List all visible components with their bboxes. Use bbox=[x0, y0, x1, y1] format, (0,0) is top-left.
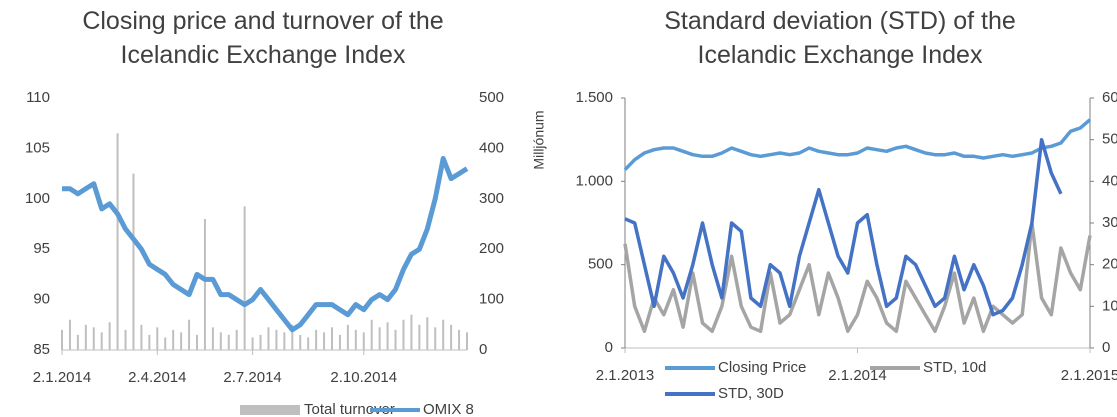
line bbox=[624, 137, 1063, 317]
legend-label: STD, 30D bbox=[718, 385, 784, 402]
bar bbox=[132, 173, 135, 350]
y-tick-label: 95 bbox=[33, 240, 50, 257]
bar bbox=[235, 329, 238, 350]
x-tick-label: 2.1.2013 bbox=[596, 367, 654, 384]
bar bbox=[378, 327, 381, 350]
y2-tick-label: 200 bbox=[479, 240, 504, 257]
y2-tick-label: 50 bbox=[1102, 131, 1117, 148]
line bbox=[623, 221, 1092, 334]
bar bbox=[291, 324, 294, 350]
x-tick-label: 2.1.2014 bbox=[33, 369, 91, 386]
bar bbox=[338, 334, 341, 350]
bar bbox=[124, 329, 127, 350]
bar bbox=[116, 133, 119, 350]
bar bbox=[259, 334, 262, 350]
bar bbox=[394, 329, 397, 350]
bar bbox=[227, 334, 230, 350]
bar bbox=[188, 319, 191, 350]
y2-tick-label: 0 bbox=[479, 341, 487, 358]
bar bbox=[196, 334, 198, 350]
y-tick-label: 100 bbox=[25, 190, 50, 207]
bar bbox=[307, 337, 310, 350]
x-tick-label: 2.7.2014 bbox=[223, 369, 281, 386]
y-tick-label: 0 bbox=[605, 339, 613, 356]
bar bbox=[466, 332, 468, 350]
bar bbox=[140, 324, 143, 350]
bar bbox=[267, 327, 270, 350]
bar bbox=[315, 329, 318, 350]
bar bbox=[331, 327, 333, 350]
y2-tick-label: 30 bbox=[1102, 214, 1117, 231]
bar bbox=[402, 319, 405, 350]
y-tick-label: 85 bbox=[33, 341, 50, 358]
legend-label: OMIX 8 bbox=[423, 401, 474, 417]
y2-tick-label: 400 bbox=[479, 139, 504, 156]
bar bbox=[323, 332, 326, 350]
bar bbox=[84, 324, 87, 350]
y2-axis-label: Milljónum bbox=[531, 110, 547, 169]
bar bbox=[362, 332, 365, 350]
legend-label: STD, 10d bbox=[923, 359, 986, 376]
y2-tick-label: 10 bbox=[1102, 297, 1117, 314]
chart-title: Standard deviation (STD) of the Icelandi… bbox=[664, 7, 1016, 69]
x-tick-label: 2.1.2014 bbox=[828, 367, 886, 384]
y-tick-label: 1.000 bbox=[575, 172, 613, 189]
y-tick-label: 500 bbox=[588, 256, 613, 273]
bar bbox=[92, 327, 95, 350]
bar bbox=[442, 319, 445, 350]
bar bbox=[203, 218, 206, 350]
bar bbox=[275, 329, 278, 350]
bar bbox=[354, 329, 357, 350]
bar bbox=[251, 337, 254, 350]
bar bbox=[458, 329, 461, 350]
bar bbox=[426, 317, 429, 350]
bar bbox=[100, 332, 103, 350]
bar bbox=[156, 327, 159, 350]
bar bbox=[410, 314, 413, 350]
y-tick-label: 90 bbox=[33, 291, 50, 308]
bar bbox=[450, 324, 453, 350]
y-tick-label: 105 bbox=[25, 139, 50, 156]
x-tick-label: 2.1.2015 bbox=[1061, 367, 1117, 384]
y2-tick-label: 500 bbox=[479, 89, 504, 106]
line bbox=[62, 156, 469, 333]
y-tick-label: 110 bbox=[26, 89, 50, 106]
line bbox=[623, 118, 1092, 171]
y2-tick-label: 60 bbox=[1102, 89, 1117, 106]
bar bbox=[346, 324, 349, 350]
y2-tick-label: 0 bbox=[1102, 339, 1110, 356]
x-tick-label: 2.4.2014 bbox=[128, 369, 186, 386]
bar bbox=[68, 319, 71, 350]
bar bbox=[418, 324, 421, 350]
bar bbox=[180, 332, 183, 350]
bar bbox=[299, 334, 302, 350]
bar bbox=[211, 327, 214, 350]
y-tick-label: 1.500 bbox=[575, 89, 613, 106]
bar bbox=[61, 329, 63, 350]
bar bbox=[243, 206, 246, 350]
bar bbox=[386, 322, 389, 350]
bar bbox=[370, 319, 373, 350]
bar bbox=[283, 332, 286, 350]
legend-label: Closing Price bbox=[718, 359, 806, 376]
bar bbox=[219, 332, 222, 350]
legend-label: Total turnover bbox=[304, 401, 395, 417]
bar bbox=[148, 334, 151, 350]
y2-tick-label: 100 bbox=[479, 291, 504, 308]
chart-title: Closing price and turnover of the Icelan… bbox=[82, 7, 444, 69]
bar bbox=[172, 329, 175, 350]
legend-swatch bbox=[240, 405, 300, 415]
bar bbox=[434, 327, 437, 350]
bar bbox=[76, 334, 79, 350]
y2-tick-label: 20 bbox=[1102, 256, 1117, 273]
y2-tick-label: 300 bbox=[479, 190, 504, 207]
bar bbox=[108, 322, 111, 350]
bar bbox=[164, 337, 167, 350]
y2-tick-label: 40 bbox=[1102, 172, 1117, 189]
x-tick-label: 2.10.2014 bbox=[330, 369, 397, 386]
